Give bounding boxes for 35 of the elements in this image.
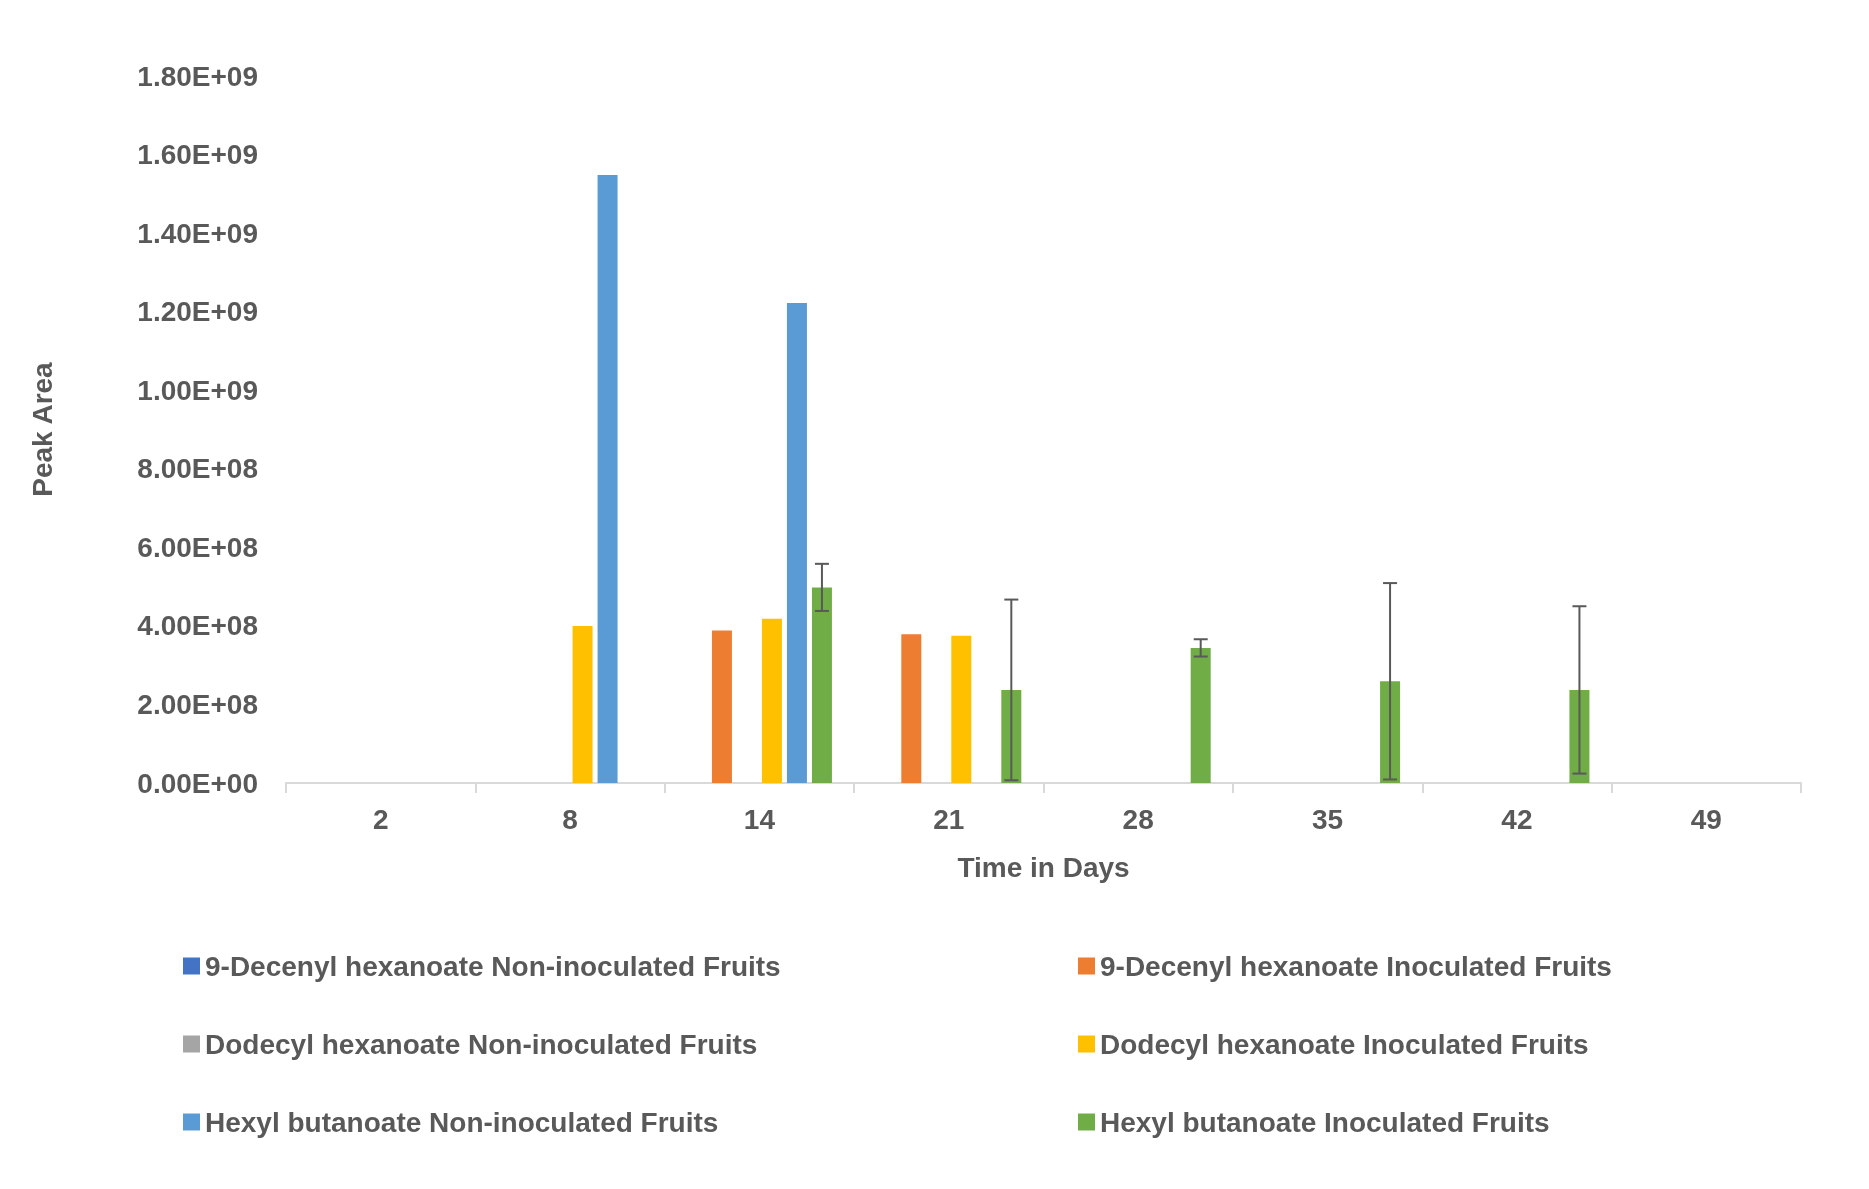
y-tick-label: 2.00E+08 — [137, 688, 258, 720]
y-tick-label: 1.80E+09 — [137, 60, 258, 92]
bar — [711, 630, 732, 783]
y-tick-label: 4.00E+08 — [137, 610, 258, 642]
y-tick-label: 1.00E+09 — [137, 374, 258, 406]
y-tick-label: 1.20E+09 — [137, 296, 258, 328]
legend-label: 9-Decenyl hexanoate Inoculated Fruits — [1100, 950, 1612, 982]
x-tick-label: 8 — [562, 803, 578, 835]
legend-label: Dodecyl hexanoate Inoculated Fruits — [1100, 1028, 1589, 1060]
bar — [1190, 647, 1211, 783]
y-tick-label: 0.00E+00 — [137, 767, 258, 799]
x-tick-label: 35 — [1311, 803, 1344, 835]
y-tick-label: 8.00E+08 — [137, 453, 258, 485]
x-tick-label: 21 — [933, 803, 965, 835]
bar — [786, 303, 807, 783]
legend-label: 9-Decenyl hexanoate Non-inoculated Fruits — [205, 950, 781, 982]
x-tick-label: 42 — [1501, 803, 1533, 835]
legend-label: Dodecyl hexanoate Non-inoculated Fruits — [205, 1028, 758, 1060]
bar — [951, 635, 972, 783]
bar — [572, 625, 593, 783]
y-tick-label: 1.60E+09 — [137, 139, 258, 171]
y-tick-label: 6.00E+08 — [137, 531, 258, 563]
bar — [761, 618, 782, 783]
bar — [811, 587, 832, 783]
x-axis-title: Time in Days — [957, 851, 1130, 883]
x-tick-label: 49 — [1690, 803, 1722, 835]
x-tick-label: 2 — [372, 803, 389, 835]
y-axis-title: Peak Area — [26, 361, 58, 497]
x-tick-label: 14 — [743, 803, 776, 835]
y-tick-label: 1.40E+09 — [137, 217, 258, 249]
bar — [901, 634, 922, 783]
legend-label: Hexyl butanoate Inoculated Fruits — [1100, 1106, 1550, 1138]
legend-label: Hexyl butanoate Non-inoculated Fruits — [205, 1106, 719, 1138]
x-tick-label: 28 — [1122, 803, 1154, 835]
bar — [597, 174, 618, 783]
